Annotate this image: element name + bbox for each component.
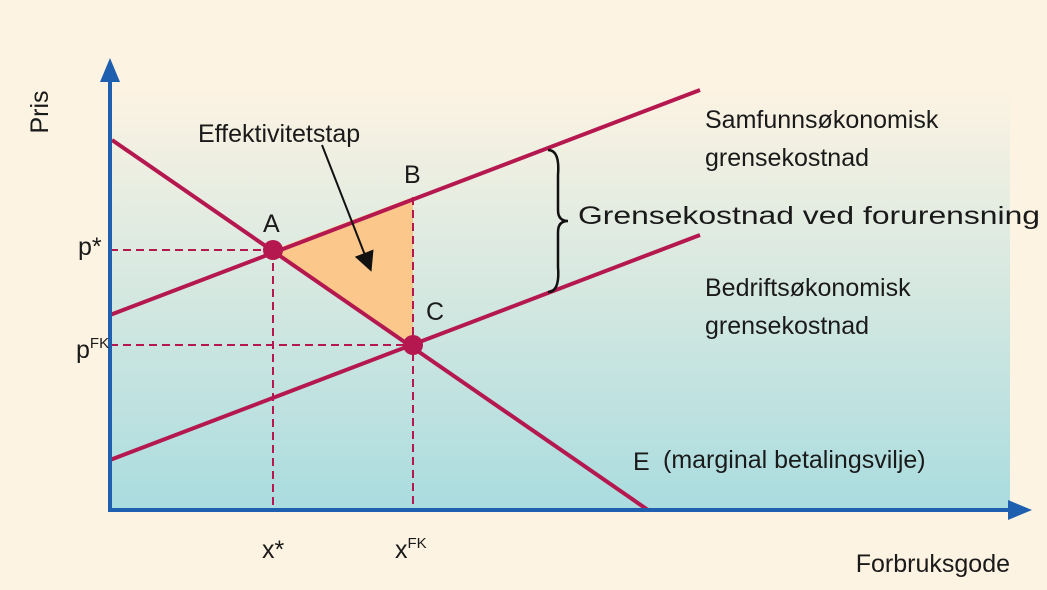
curve-label: Bedriftsøkonomisk xyxy=(705,274,911,302)
loss-triangle xyxy=(273,197,413,345)
annotation: Effektivitetstap xyxy=(198,120,360,148)
curve-label: Grensekostnad ved forurensning xyxy=(578,202,1040,230)
point-label: B xyxy=(404,161,421,189)
x-label: Forbruksgode xyxy=(856,550,1010,578)
social-cost-line xyxy=(109,88,701,317)
curve-label: grensekostnad xyxy=(705,312,869,340)
point-label: A xyxy=(263,210,280,238)
annotation-arrow xyxy=(321,144,374,272)
point-a xyxy=(263,240,283,260)
y-arrow xyxy=(100,58,120,82)
quantity-label: x* xyxy=(262,536,285,564)
y-label: Pris xyxy=(26,90,54,133)
brace xyxy=(547,148,569,294)
curve-label: grensekostnad xyxy=(705,144,869,172)
demand-line xyxy=(110,138,650,512)
plot-area xyxy=(110,85,1010,510)
price-label: p* xyxy=(78,233,102,261)
price-label: pFK xyxy=(76,335,109,364)
point-c xyxy=(403,335,423,355)
demand-letter: E xyxy=(633,448,650,476)
curve-label: Samfunnsøkonomisk xyxy=(705,106,939,134)
quantity-label: xFK xyxy=(395,535,427,564)
x-arrow xyxy=(1008,500,1032,520)
point-label: C xyxy=(426,298,444,326)
demand-label: (marginal betalingsvilje) xyxy=(663,446,926,474)
axes xyxy=(100,58,1032,520)
